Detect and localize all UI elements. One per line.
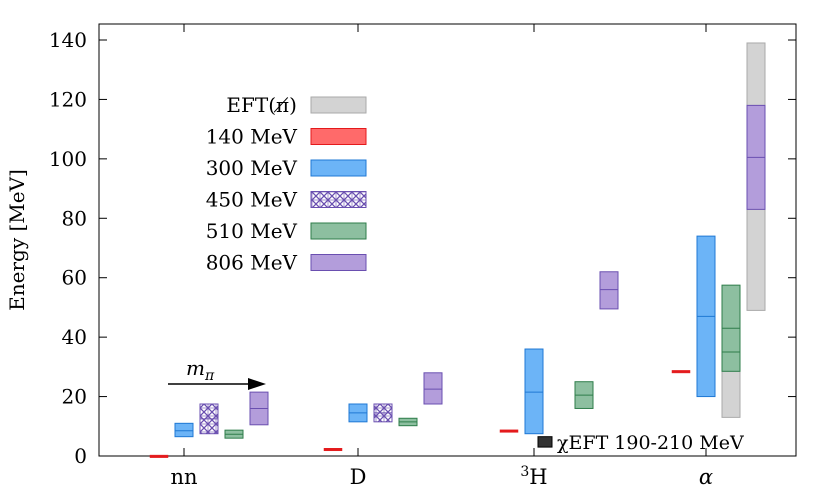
legend-swatch [310,128,367,145]
bar-box [174,422,194,438]
y-tick-label: 80 [62,206,87,230]
legend-label: EFT(π̸) [226,93,297,117]
legend-label: 300 MeV [206,156,298,180]
chi-eft-label: χEFT 190-210 MeV [557,432,744,454]
y-axis-label: Energy [MeV] [5,169,29,311]
mpi-label-subscript: π [204,368,215,384]
bar-140mev [499,429,519,433]
mpi-arrow-head [248,378,266,390]
bar-box [599,271,619,310]
y-tick-label: 120 [49,87,87,111]
chi-eft-box [537,436,553,448]
legend-label: 140 MeV [206,125,298,149]
legend: EFT(π̸) 140 MeV 300 MeV 450 MeV 510 MeV 806 M… [206,93,367,275]
x-tick-label: α [699,465,713,489]
y-tick-label: 40 [62,325,87,349]
y-tick-label: 60 [62,266,87,290]
y-tick-label: 100 [49,147,87,171]
x-tick-label: nn [170,465,197,489]
y-tick-label: 0 [74,444,87,468]
bar-140mev [671,370,691,374]
legend-swatch [310,96,367,114]
bar-140mev [323,448,343,452]
bar-box [423,372,443,405]
plot-frame [98,23,797,457]
y-tick-label: 140 [49,28,87,52]
bar-140mev [149,454,169,458]
legend-swatch [310,222,367,240]
legend-label: 510 MeV [206,219,298,243]
x-tick-label-superscript: 3 [520,464,529,480]
legend-swatch [310,159,367,177]
legend-swatch [310,254,367,271]
legend-label: 806 MeV [206,251,298,275]
legend-swatch [310,191,367,208]
x-tick-label-base: H [529,465,547,489]
legend-label: 450 MeV [206,188,298,212]
y-tick-label: 20 [62,385,87,409]
bar-box [524,348,544,435]
x-tick-label: 3H [520,464,547,489]
bars [149,42,766,458]
annotations: mπ χEFT 190-210 MeV [168,356,744,454]
x-tick-label: D [350,465,367,489]
mpi-label: mπ [186,356,215,384]
